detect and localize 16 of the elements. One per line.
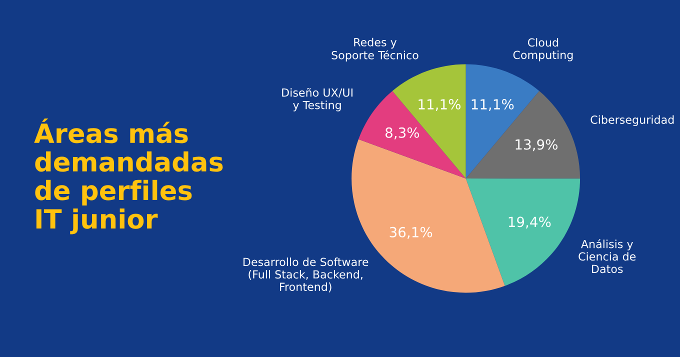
pie-slice	[466, 90, 580, 179]
data-label: 8,3%	[386, 127, 420, 140]
data-label: 11,1%	[472, 99, 514, 111]
data-label: 36,1%	[390, 226, 432, 239]
data-label: 19,4%	[508, 216, 551, 229]
pie-slice	[358, 90, 466, 178]
slice-label: Análisis y Ciencia de Datos	[578, 239, 636, 274]
slice-label: Ciberseguridad	[590, 115, 674, 126]
data-label: 13,9%	[516, 139, 558, 152]
pie-slice	[466, 178, 580, 286]
slice-label: Redes y Soporte Técnico	[332, 38, 418, 62]
slice-label: Diseño UX/UI y Testing	[282, 88, 352, 112]
text: Áreas más demandadas de perfiles IT junior	[34, 118, 223, 234]
data-label: 11,1%	[418, 99, 461, 111]
slice-label: Cloud Computing	[513, 38, 573, 62]
slice-label: Desarrollo de Software (Full Stack, Backend, Frontend)	[244, 258, 368, 292]
